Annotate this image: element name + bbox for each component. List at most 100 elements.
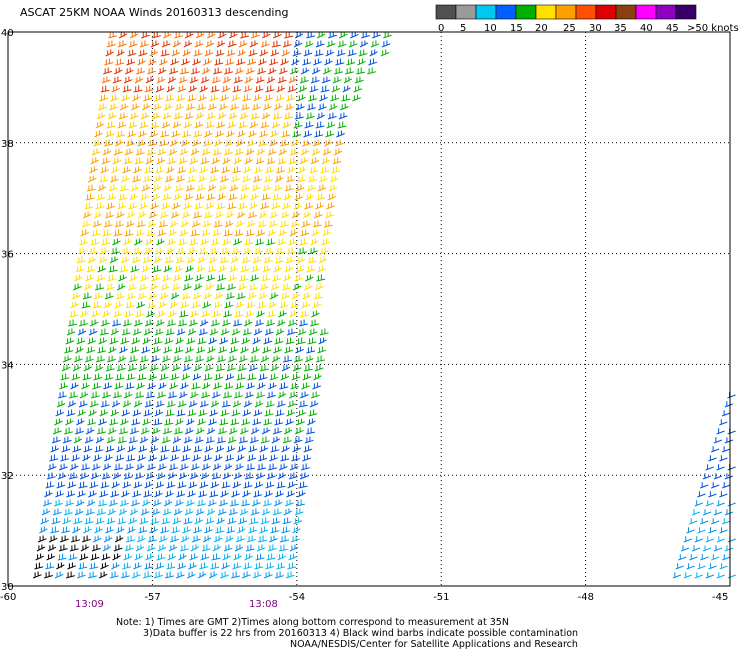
- wind-barb: [198, 328, 208, 336]
- wind-barb: [125, 382, 135, 390]
- wind-barb: [206, 274, 215, 282]
- wind-barb: [197, 418, 206, 426]
- wind-barb: [256, 229, 266, 237]
- wind-barb: [122, 481, 132, 489]
- wind-barb: [240, 499, 251, 507]
- wind-barb: [285, 418, 294, 426]
- wind-barb: [126, 58, 136, 66]
- wind-barb: [98, 337, 108, 345]
- wind-barb: [123, 553, 133, 561]
- wind-barb: [131, 571, 141, 579]
- wind-barb: [167, 238, 176, 246]
- wind-barb: [298, 319, 309, 327]
- wind-barb: [243, 562, 253, 570]
- wind-barb: [234, 310, 244, 318]
- wind-barb: [101, 76, 111, 84]
- wind-barb: [194, 121, 204, 129]
- wind-barb: [244, 238, 254, 246]
- wind-barb: [262, 184, 272, 192]
- wind-barb: [265, 166, 275, 174]
- wind-barb: [279, 301, 289, 309]
- wind-barb: [210, 319, 220, 327]
- wind-barb: [306, 184, 316, 192]
- wind-barb: [117, 121, 127, 129]
- wind-barb: [247, 454, 257, 462]
- wind-barb: [267, 229, 276, 237]
- wind-barb: [113, 544, 123, 552]
- wind-barb: [294, 508, 304, 516]
- wind-barb: [200, 391, 210, 399]
- wind-barb: [697, 527, 706, 534]
- wind-barb: [286, 328, 296, 336]
- wind-barb: [275, 328, 285, 336]
- wind-barb: [267, 310, 277, 318]
- wind-barb: [225, 211, 235, 219]
- wind-barb: [278, 544, 288, 552]
- wind-barb: [211, 391, 221, 399]
- wind-barb: [275, 490, 284, 498]
- wind-barb: [260, 517, 270, 525]
- wind-barb: [159, 373, 169, 381]
- wind-barb: [206, 508, 216, 516]
- wind-barb: [287, 166, 296, 174]
- wind-barb: [99, 409, 109, 417]
- wind-barb: [280, 139, 290, 147]
- wind-barb: [254, 319, 264, 327]
- wind-barb: [285, 256, 295, 264]
- wind-barb: [216, 517, 225, 525]
- wind-barb: [164, 418, 174, 426]
- wind-barb: [207, 265, 217, 273]
- wind-barb: [177, 400, 187, 408]
- wind-barb: [69, 544, 79, 552]
- wind-barb: [112, 472, 122, 480]
- wind-barb: [90, 238, 100, 246]
- wind-barb: [267, 544, 277, 552]
- wind-barb: [297, 490, 306, 498]
- wind-barb: [107, 274, 117, 282]
- wind-barb: [34, 562, 44, 570]
- wind-barb: [318, 103, 327, 111]
- wind-barb: [716, 536, 725, 543]
- wind-barb: [368, 58, 378, 66]
- wind-barb: [119, 265, 129, 273]
- wind-barb: [167, 157, 177, 165]
- wind-barb: [263, 571, 273, 579]
- wind-barb: [77, 247, 87, 255]
- wind-barb: [227, 355, 237, 363]
- wind-barb: [162, 427, 172, 435]
- wind-barb: [301, 220, 311, 228]
- wind-barb: [79, 391, 89, 399]
- wind-barb: [160, 49, 170, 57]
- wind-barb: [104, 139, 114, 147]
- note-line-1: Note: 1) Times are GMT 2)Times along bot…: [116, 617, 509, 628]
- wind-barb: [78, 481, 88, 489]
- wind-barb: [266, 472, 276, 480]
- wind-barb: [253, 328, 263, 336]
- wind-barb: [72, 283, 82, 291]
- wind-barb: [294, 193, 304, 201]
- wind-barb: [288, 391, 298, 399]
- wind-barb: [89, 400, 99, 408]
- wind-barb: [134, 472, 144, 480]
- wind-barb: [283, 274, 292, 282]
- wind-barb: [336, 130, 345, 138]
- wind-barb: [288, 76, 298, 84]
- wind-barb: [722, 554, 731, 561]
- wind-barb: [272, 427, 282, 435]
- wind-barb: [80, 544, 90, 552]
- wind-barb: [113, 463, 124, 471]
- wind-barb: [261, 274, 271, 282]
- wind-barb: [275, 247, 286, 255]
- wind-barb: [243, 400, 253, 408]
- wind-barb: [121, 247, 131, 255]
- wind-barb: [322, 229, 331, 237]
- wind-barb: [227, 517, 237, 525]
- wind-barb: [180, 382, 189, 390]
- wind-barb: [89, 562, 99, 570]
- wind-barb: [83, 445, 93, 453]
- wind-barb: [721, 410, 731, 417]
- wind-barb: [150, 517, 160, 525]
- wind-barb: [251, 346, 260, 354]
- wind-barb: [271, 517, 281, 525]
